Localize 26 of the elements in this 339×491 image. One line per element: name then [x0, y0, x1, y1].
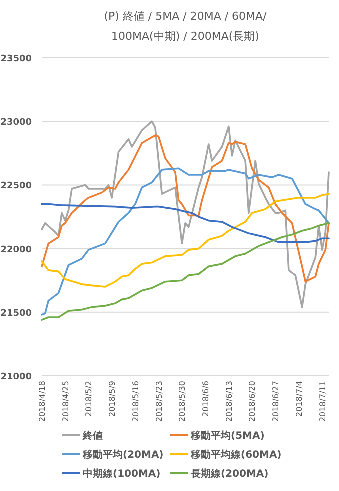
x-tick-label: 2018/5/2 — [84, 381, 94, 417]
legend-label: 移動平均(20MA) — [82, 449, 164, 461]
y-tick-label: 21000 — [0, 372, 32, 382]
legend-label: 中期線(100MA) — [83, 468, 161, 480]
y-tick-label: 23000 — [0, 118, 32, 128]
x-tick-label: 2018/4/18 — [38, 381, 47, 422]
y-tick-label: 22000 — [0, 245, 32, 256]
legend-label: 長期線(200MA) — [190, 468, 269, 480]
x-tick-label: 2018/6/27 — [272, 381, 281, 422]
legend-label: 移動平均(5MA) — [190, 430, 265, 442]
legend-label: 終値 — [82, 430, 103, 442]
x-tick-label: 2018/5/9 — [108, 381, 118, 417]
x-tick-label: 2018/6/13 — [224, 381, 234, 422]
x-tick-label: 2018/7/11 — [318, 381, 328, 422]
y-tick-label: 21500 — [0, 308, 32, 319]
chart-title: (P) 終値 / 5MA / 20MA / 60MA/ 100MA(中期) / 200MA(長期) — [104, 10, 268, 43]
x-tick-label: 2018/7/4 — [294, 381, 304, 417]
x-tick-label: 2018/5/16 — [131, 381, 140, 422]
x-tick-label: 2018/6/6 — [202, 381, 211, 417]
legend-label: 移動平均線(60MA) — [190, 449, 282, 461]
x-tick-label: 2018/5/30 — [178, 381, 188, 422]
y-tick-label: 22500 — [0, 182, 32, 192]
x-tick-label: 2018/4/25 — [61, 381, 70, 422]
x-tick-label: 2018/6/20 — [248, 381, 258, 422]
y-tick-label: 23500 — [0, 54, 32, 64]
x-tick-label: 2018/5/23 — [154, 381, 164, 422]
